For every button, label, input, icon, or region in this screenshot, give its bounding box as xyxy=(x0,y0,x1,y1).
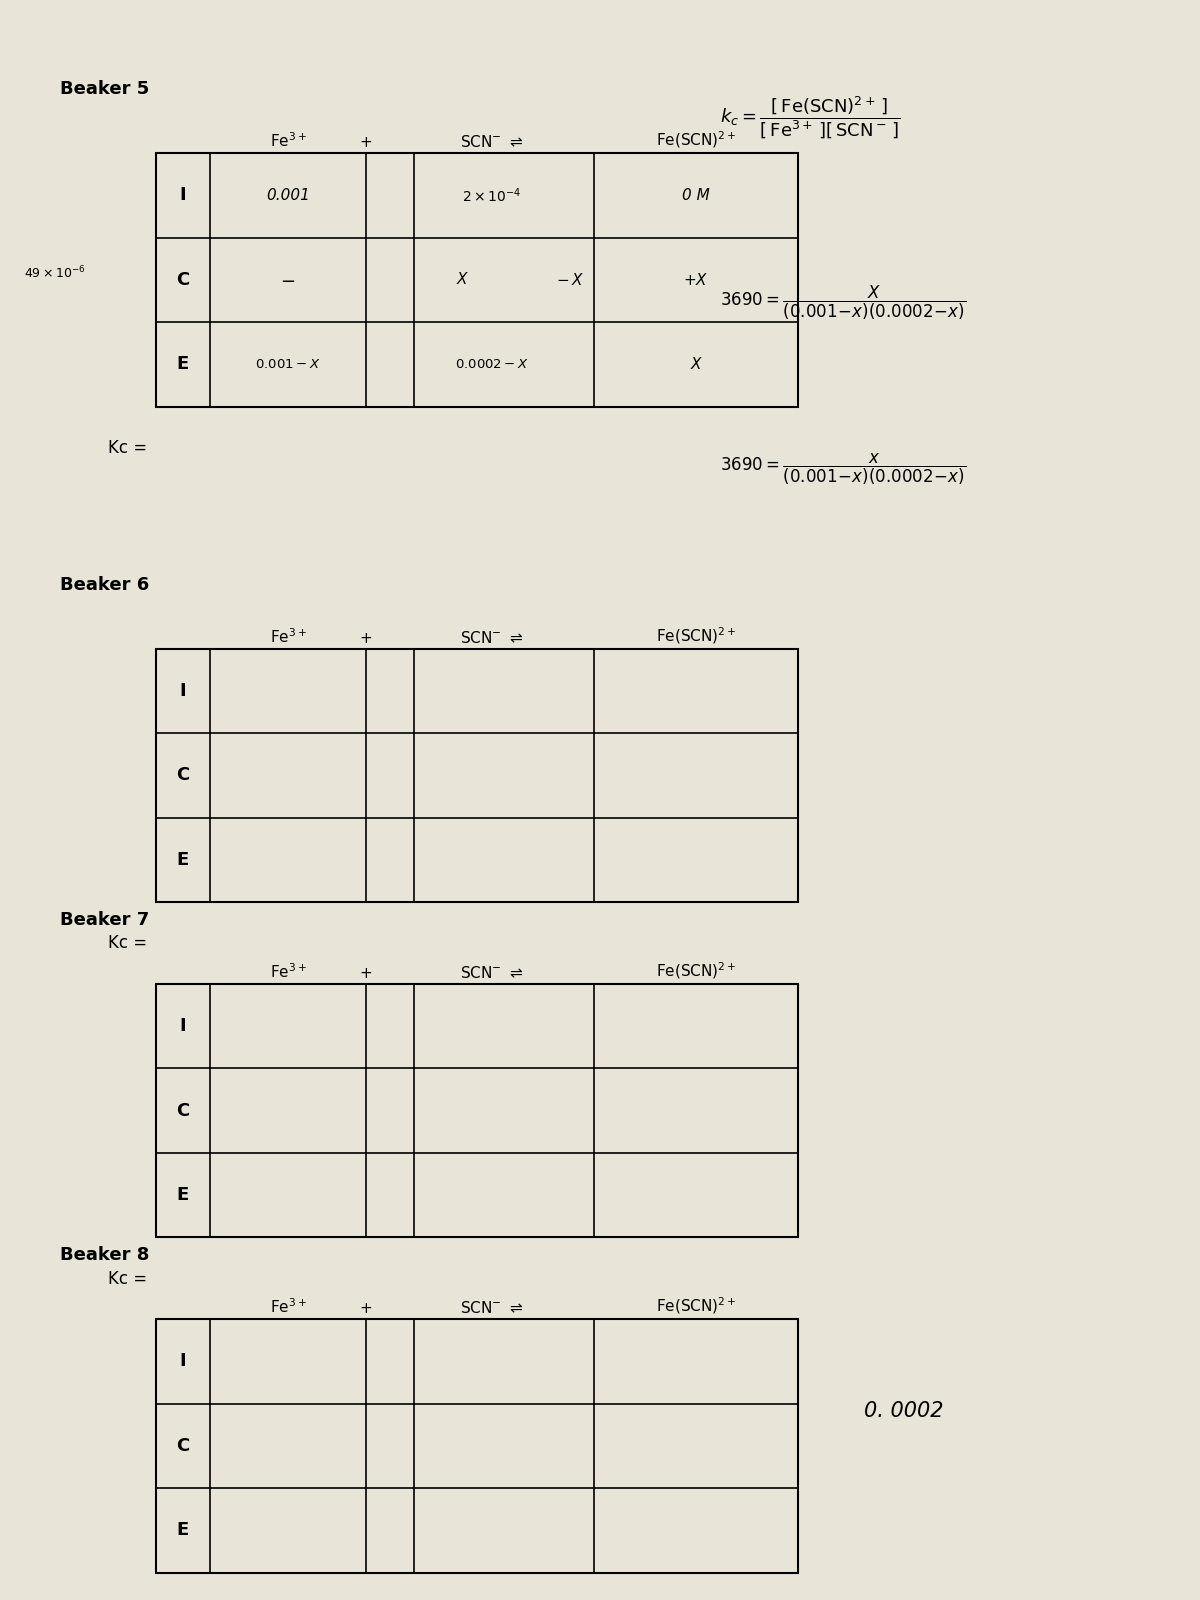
Text: $\mathrm{Fe^{3+}}$: $\mathrm{Fe^{3+}}$ xyxy=(270,1298,306,1317)
Text: 0. 0002: 0. 0002 xyxy=(864,1402,943,1421)
Text: Beaker 8: Beaker 8 xyxy=(60,1246,149,1264)
Text: $3690 = \dfrac{x}{(0.001\!-\!x)(0.0002\!-\!x)}$: $3690 = \dfrac{x}{(0.001\!-\!x)(0.0002\!… xyxy=(720,451,966,486)
Text: $-$: $-$ xyxy=(281,270,295,290)
Text: $\mathrm{Fe^{3+}}$: $\mathrm{Fe^{3+}}$ xyxy=(270,131,306,150)
Text: $\mathrm{Fe^{3+}}$: $\mathrm{Fe^{3+}}$ xyxy=(270,962,306,981)
Text: I: I xyxy=(180,1352,186,1370)
Text: Beaker 5: Beaker 5 xyxy=(60,80,149,98)
Text: $\mathrm{Fe^{3+}}$: $\mathrm{Fe^{3+}}$ xyxy=(270,627,306,646)
Text: 0.001: 0.001 xyxy=(266,187,310,203)
Text: +: + xyxy=(360,966,372,981)
Text: Beaker 7: Beaker 7 xyxy=(60,910,149,930)
Text: E: E xyxy=(176,355,190,373)
Text: $\mathrm{SCN^{-}\ \rightleftharpoons}$: $\mathrm{SCN^{-}\ \rightleftharpoons}$ xyxy=(461,630,523,646)
Text: X: X xyxy=(457,272,467,288)
Text: $\mathrm{Fe(SCN)^{2+}}$: $\mathrm{Fe(SCN)^{2+}}$ xyxy=(655,1296,737,1317)
Text: $0.001 - X$: $0.001 - X$ xyxy=(256,358,320,371)
Text: E: E xyxy=(176,851,190,869)
Text: $k_c = \dfrac{[\,\mathrm{Fe(SCN)^{2+}}\,]}{[\,\mathrm{Fe^{3+}}\,][\,\mathrm{SCN^: $k_c = \dfrac{[\,\mathrm{Fe(SCN)^{2+}}\,… xyxy=(720,94,901,141)
Text: Kc =: Kc = xyxy=(108,1269,148,1288)
Text: $\mathrm{SCN^{-}\ \rightleftharpoons}$: $\mathrm{SCN^{-}\ \rightleftharpoons}$ xyxy=(461,965,523,981)
Text: +: + xyxy=(360,630,372,646)
Text: I: I xyxy=(180,682,186,699)
Text: I: I xyxy=(180,186,186,205)
Text: Beaker 6: Beaker 6 xyxy=(60,576,149,594)
Bar xyxy=(156,154,798,406)
Text: I: I xyxy=(180,1018,186,1035)
Text: C: C xyxy=(176,1437,190,1454)
Text: $\mathrm{SCN^{-}\ \rightleftharpoons}$: $\mathrm{SCN^{-}\ \rightleftharpoons}$ xyxy=(461,1301,523,1317)
Bar xyxy=(156,984,798,1237)
Text: 0 M: 0 M xyxy=(682,187,710,203)
Text: $\mathrm{Fe(SCN)^{2+}}$: $\mathrm{Fe(SCN)^{2+}}$ xyxy=(655,960,737,981)
Text: $\mathrm{Fe(SCN)^{2+}}$: $\mathrm{Fe(SCN)^{2+}}$ xyxy=(655,130,737,150)
Text: E: E xyxy=(176,1522,190,1539)
Text: $\mathrm{SCN^{-}\ \rightleftharpoons}$: $\mathrm{SCN^{-}\ \rightleftharpoons}$ xyxy=(461,134,523,150)
Text: Kc =: Kc = xyxy=(108,438,148,456)
Text: Kc =: Kc = xyxy=(108,934,148,952)
Text: $\mathrm{Fe(SCN)^{2+}}$: $\mathrm{Fe(SCN)^{2+}}$ xyxy=(655,626,737,646)
Text: $0.0002 - X$: $0.0002 - X$ xyxy=(455,358,529,371)
Text: $49\times10^{-6}$: $49\times10^{-6}$ xyxy=(24,264,85,282)
Bar xyxy=(156,1318,798,1573)
Text: C: C xyxy=(176,1102,190,1120)
Text: +: + xyxy=(360,1301,372,1317)
Text: $3690 = \dfrac{X}{(0.001\!-\!x)(0.0002\!-\!x)}$: $3690 = \dfrac{X}{(0.001\!-\!x)(0.0002\!… xyxy=(720,285,966,323)
Text: $-\,X$: $-\,X$ xyxy=(556,272,584,288)
Text: $+X$: $+X$ xyxy=(683,272,709,288)
Text: $2\times10^{-4}$: $2\times10^{-4}$ xyxy=(462,186,522,205)
Text: C: C xyxy=(176,766,190,784)
Text: E: E xyxy=(176,1186,190,1205)
Text: X: X xyxy=(691,357,701,371)
Text: C: C xyxy=(176,270,190,290)
Text: +: + xyxy=(360,134,372,150)
Bar xyxy=(156,648,798,902)
